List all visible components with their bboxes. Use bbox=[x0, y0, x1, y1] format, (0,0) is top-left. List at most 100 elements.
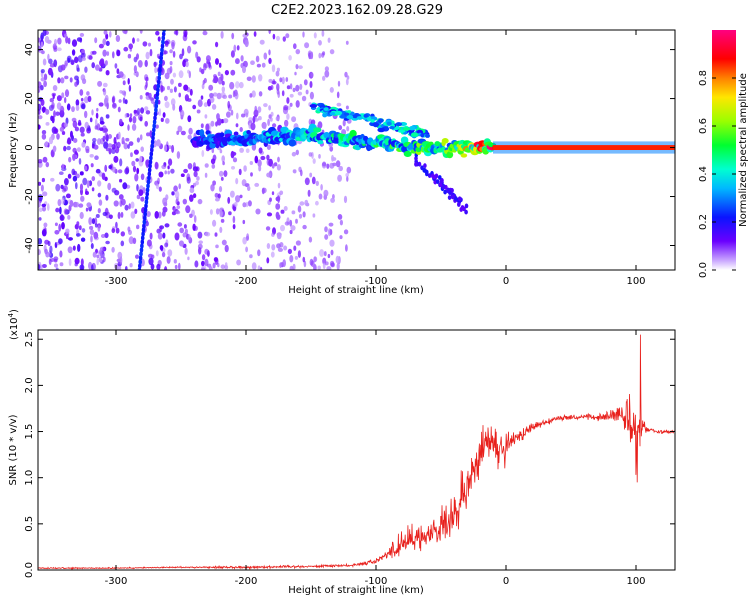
noise-dot bbox=[105, 240, 110, 245]
noise-dot bbox=[150, 97, 155, 104]
y-tick-label: 1.5 bbox=[24, 424, 35, 440]
noise-dot bbox=[176, 130, 180, 135]
noise-dot bbox=[44, 36, 50, 43]
snr-marks bbox=[38, 334, 675, 570]
noise-dot bbox=[315, 180, 319, 186]
noise-dot bbox=[327, 253, 331, 259]
noise-dot bbox=[256, 63, 261, 68]
branch-point bbox=[425, 133, 430, 138]
noise-dot bbox=[231, 32, 235, 40]
noise-dot bbox=[91, 176, 96, 182]
noise-dot bbox=[205, 55, 211, 62]
streak-point bbox=[147, 167, 152, 173]
noise-dot bbox=[120, 231, 126, 237]
noise-dot bbox=[41, 206, 47, 212]
noise-dot bbox=[276, 164, 281, 171]
noise-dot bbox=[273, 162, 278, 167]
noise-dot bbox=[272, 79, 276, 85]
noise-dot bbox=[272, 123, 277, 128]
noise-dot bbox=[261, 187, 265, 195]
noise-dot bbox=[221, 239, 227, 246]
noise-dot bbox=[339, 219, 343, 226]
noise-dot bbox=[133, 149, 139, 155]
noise-dot bbox=[64, 75, 69, 80]
noise-dot bbox=[117, 106, 121, 113]
noise-dot bbox=[120, 211, 124, 218]
noise-dot bbox=[92, 137, 97, 143]
noise-dot bbox=[145, 160, 149, 169]
noise-dot bbox=[81, 141, 86, 148]
noise-dot bbox=[70, 59, 75, 65]
y-tick-label: -20 bbox=[24, 188, 35, 204]
streak-point bbox=[138, 259, 142, 265]
noise-dot bbox=[38, 159, 43, 164]
noise-dot bbox=[38, 86, 41, 94]
x-tick-label: 0 bbox=[503, 276, 509, 287]
noise-dot bbox=[326, 163, 330, 169]
noise-dot bbox=[45, 109, 50, 115]
noise-dot bbox=[49, 98, 54, 103]
noise-dot bbox=[80, 97, 84, 102]
noise-dot bbox=[94, 118, 98, 127]
noise-dot bbox=[178, 92, 181, 98]
noise-dot bbox=[201, 265, 207, 270]
noise-dot bbox=[47, 240, 51, 247]
noise-dot bbox=[136, 38, 140, 42]
noise-dot bbox=[146, 239, 152, 247]
noise-dot bbox=[108, 147, 112, 155]
noise-dot bbox=[52, 85, 58, 91]
noise-dot bbox=[204, 248, 209, 255]
noise-dot bbox=[336, 262, 340, 270]
noise-dot bbox=[213, 257, 218, 262]
noise-dot bbox=[90, 243, 94, 249]
noise-dot bbox=[302, 211, 306, 218]
noise-dot bbox=[117, 169, 123, 174]
noise-dot bbox=[127, 53, 132, 59]
noise-dot bbox=[76, 147, 81, 153]
noise-dot bbox=[41, 133, 47, 140]
noise-dot bbox=[47, 67, 53, 76]
noise-dot bbox=[94, 223, 98, 228]
noise-dot bbox=[318, 52, 322, 59]
main-line-point bbox=[209, 142, 217, 149]
noise-dot bbox=[303, 260, 307, 268]
noise-dot bbox=[57, 77, 61, 84]
streak-point bbox=[146, 183, 150, 189]
noise-dot bbox=[49, 245, 53, 254]
noise-dot bbox=[169, 49, 173, 54]
noise-dot bbox=[118, 99, 122, 103]
noise-dot bbox=[281, 90, 285, 97]
noise-dot bbox=[246, 76, 252, 82]
noise-dot bbox=[196, 56, 201, 63]
noise-dot bbox=[97, 224, 101, 232]
noise-dot bbox=[298, 65, 303, 70]
noise-dot bbox=[245, 201, 249, 208]
main-line-point bbox=[441, 138, 449, 144]
x-tick-label: -200 bbox=[235, 276, 258, 287]
noise-dot bbox=[52, 145, 57, 153]
noise-dot bbox=[146, 211, 151, 217]
noise-dot bbox=[65, 193, 71, 199]
noise-dot bbox=[219, 209, 223, 218]
noise-dot bbox=[139, 30, 143, 34]
branch-point bbox=[423, 163, 427, 169]
streak-point bbox=[154, 103, 159, 109]
noise-dot bbox=[250, 122, 256, 131]
noise-dot bbox=[186, 176, 191, 184]
streak-point bbox=[152, 119, 157, 125]
branch-point bbox=[323, 107, 329, 111]
colorbar-ticks: 0.0 0.2 0.4 0.6 0.8 bbox=[698, 70, 736, 278]
noise-dot bbox=[176, 151, 181, 159]
noise-dot bbox=[336, 91, 340, 99]
streak-point bbox=[161, 39, 165, 45]
noise-dot bbox=[38, 263, 41, 270]
noise-dot bbox=[258, 165, 262, 172]
noise-dot bbox=[299, 83, 303, 90]
noise-dot bbox=[38, 115, 43, 120]
noise-dot bbox=[83, 96, 89, 104]
noise-dot bbox=[121, 198, 126, 206]
noise-dot bbox=[79, 183, 84, 191]
noise-dot bbox=[251, 262, 257, 270]
